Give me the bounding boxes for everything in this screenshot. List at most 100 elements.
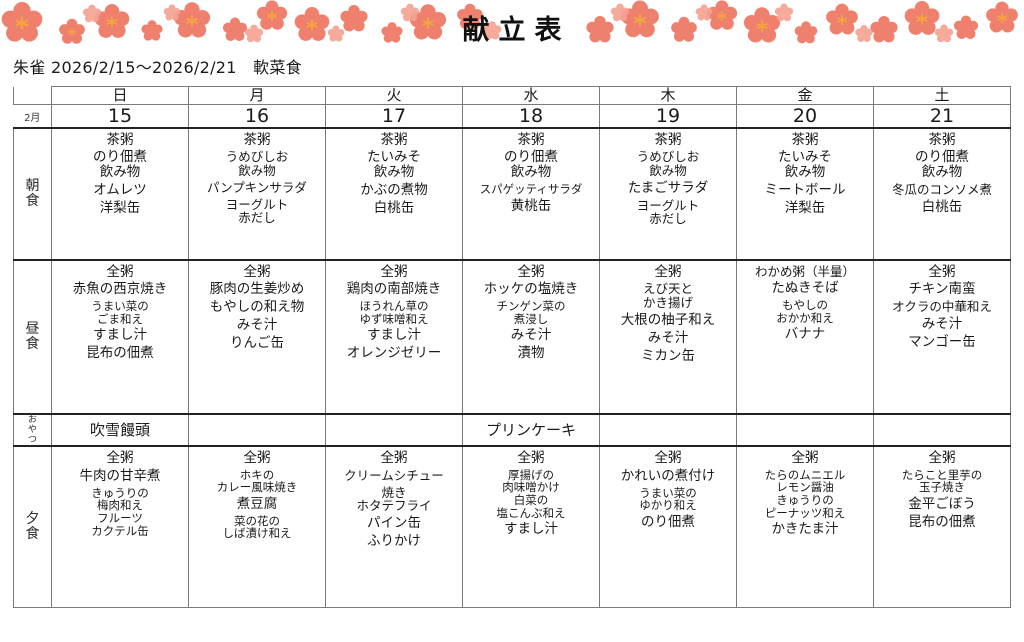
dish-item: もやしの和え物 [209,299,305,316]
meal-cell[interactable]: 茶粥 のり佃煮 飲み物 オムレツ 洋梨缶 [51,127,189,261]
row-label-char: や [27,425,37,436]
dish-item: 鶏肉の南部焼き [346,281,442,298]
meal-cell[interactable]: 全粥 たらこと里芋の 玉子焼き 金平ごぼう 昆布の佃煮 [873,445,1011,609]
meal-cell[interactable]: 全粥 かれいの煮付け うまい菜の ゆかり和え のり佃煮 [599,445,737,609]
dish-item: みそ汁 [510,327,552,344]
meal-row-おやつ: おやつ 吹雪饅頭 プリンケーキ [13,412,1011,447]
dish-item: かきたま汁 [771,521,839,538]
date-row: 2月 15 16 17 18 19 20 21 [13,104,1011,129]
dish-item: パイン缶 [367,514,421,531]
meal-cell[interactable]: わかめ粥（半量） たぬきそば もやしの おかか和え バナナ [736,259,874,415]
dish-item: 全粥 [380,263,408,280]
dish-item: パンプキンサラダ [207,179,307,195]
meal-row-昼食: 昼食全粥 赤魚の西京焼き うまい菜の ごま和え すまし汁 昆布の佃煮 全粥 豚肉の生姜炒めも… [13,259,1011,415]
meal-cell[interactable] [188,412,326,447]
dish-item: 茶粥 [243,131,271,148]
meal-row-label-夕食: 夕食 [13,445,52,609]
row-label-char: 食 [25,193,40,209]
dish-item: かれいの煮付け [620,467,716,484]
day-of-week-0: 日 [51,86,189,105]
day-of-week-2: 火 [325,86,463,105]
row-label-char: 昼 [25,320,40,337]
date-0: 15 [51,104,189,129]
dish-item: プリンケーキ [485,421,576,440]
dish-item: のり佃煮 飲み物 [93,149,147,180]
dish-item: 全粥 [106,263,134,280]
dish-item: 白菜の 塩こんぶ和え [496,493,566,520]
dish-item: うめびしお 飲み物 [225,149,289,178]
row-label-char: お [27,415,37,425]
dish-item: すまし汁 [504,521,558,538]
dish-item: 厚揚げの 肉味噌かけ [502,467,560,494]
meal-cell[interactable]: 全粥 厚揚げの 肉味噌かけ 白菜の 塩こんぶ和え すまし汁 [462,445,600,609]
row-label-char: つ [27,435,37,446]
month-label: 2月 [13,104,52,129]
meal-cell[interactable]: 全粥 たらのムニエル レモン醤油 きゅうりの ピーナッツ和え かきたま汁 [736,445,874,609]
dish-item: オクラの中華和え [892,299,992,315]
meal-cell[interactable]: 全粥 鶏肉の南部焼き ほうれん草の ゆず味噌和え すまし汁 オレンジゼリー [325,259,463,415]
day-of-week-3: 水 [462,86,600,105]
dish-item: 茶粥 [928,131,956,148]
dish-item: クリームシチュー [344,467,444,483]
dish-item: 黄桃缶 [510,197,552,214]
dish-item: ふりかけ [367,532,421,549]
dish-item: 牛肉の甘辛煮 [79,467,161,484]
dish-item: わかめ粥（半量） [754,263,855,279]
meal-cell[interactable]: 全粥 えび天と かき揚げ 大根の柚子和え みそ汁 ミカン缶 [599,259,737,415]
dish-item: 昆布の佃煮 [86,345,154,362]
meal-cell[interactable]: 茶粥 のり佃煮 飲み物 スパゲッティサラダ 黄桃缶 [462,127,600,261]
dish-item: 白桃缶 [921,198,963,215]
dish-item: 茶粥 [106,131,134,148]
dish-item: たぬきそば [771,280,839,297]
dish-item: のり佃煮 飲み物 [915,149,969,180]
meal-cell[interactable]: 吹雪饅頭 [51,412,189,447]
dish-item: 全粥 [517,449,545,466]
meal-cell[interactable]: 全粥 豚肉の生姜炒め もやしの和え物 みそ汁 りんご缶 [188,259,326,415]
dish-item: 全粥 [243,263,271,280]
date-4: 19 [599,104,737,129]
dish-item: もやしの おかか和え [776,298,834,325]
meal-cell[interactable]: 全粥 チキン南蛮 オクラの中華和え みそ汁 マンゴー缶 [873,259,1011,415]
meal-cell[interactable]: 茶粥 うめびしお 飲み物 たまごサラダ ヨーグルト 赤だし [599,127,737,261]
schedule-subtitle: 朱雀 2026/2/15～2026/2/21 軟菜食 [13,58,302,77]
dish-item: 洋梨缶 [99,199,141,216]
meal-cell[interactable]: 茶粥 たいみそ 飲み物 ミートボール 洋梨缶 [736,127,874,261]
dish-item: 煮豆腐 [236,495,278,512]
dish-item: 茶粥 [654,131,682,148]
meal-cell[interactable]: 全粥 クリームシチュー 焼き ホタテフライ パイン缶 ふりかけ [325,445,463,609]
dish-item: えび天と かき揚げ [642,281,693,310]
meal-cell[interactable]: 全粥 ホッケの塩焼き チンゲン菜の 煮浸し みそ汁 漬物 [462,259,600,415]
dish-item: スパゲッティサラダ [479,181,583,196]
meal-cell[interactable]: 全粥 赤魚の西京焼き うまい菜の ごま和え すまし汁 昆布の佃煮 [51,259,189,415]
row-label-char: 食 [25,336,40,352]
dish-item: 洋梨缶 [784,199,826,216]
dish-item: 吹雪饅頭 [89,421,150,440]
dish-item: 茶粥 [517,131,545,148]
meal-cell[interactable] [599,412,737,447]
table-header: 日 月 火 水 木 金 土 2月 15 16 17 18 19 20 21 [13,86,1011,129]
date-5: 20 [736,104,874,129]
dish-item: 昆布の佃煮 [908,513,976,530]
dish-item: 全粥 [654,449,682,466]
meal-cell[interactable]: 茶粥 たいみそ 飲み物 かぶの煮物 白桃缶 [325,127,463,261]
dish-item: 全粥 [791,449,819,466]
dish-item: チンゲン菜の 煮浸し [496,299,566,326]
page-header: 献立表 [0,0,1024,52]
meal-cell[interactable]: 全粥 牛肉の甘辛煮 きゅうりの 梅肉和え フルーツ カクテル缶 [51,445,189,609]
dish-item: たいみそ 飲み物 [778,149,832,180]
dish-item: 豚肉の生姜炒め [209,281,305,298]
meal-cell[interactable]: 茶粥 うめびしお 飲み物 パンプキンサラダ ヨーグルト 赤だし [188,127,326,261]
meal-cell[interactable] [325,412,463,447]
dish-item: みそ汁 [647,329,689,346]
dish-item: 漬物 [517,345,545,362]
dish-item: すまし汁 [367,327,421,344]
meal-cell[interactable] [736,412,874,447]
dish-item: 冬瓜のコンソメ煮 [891,181,992,197]
meal-cell[interactable]: 全粥 ホキの カレー風味焼き 煮豆腐 菜の花の しば漬け和え [188,445,326,609]
date-1: 16 [188,104,326,129]
meal-cell[interactable]: プリンケーキ [462,412,600,447]
dish-item: 全粥 [928,449,956,466]
meal-cell[interactable] [873,412,1011,447]
page-title: 献立表 [462,15,571,46]
meal-cell[interactable]: 茶粥 のり佃煮 飲み物 冬瓜のコンソメ煮 白桃缶 [873,127,1011,261]
